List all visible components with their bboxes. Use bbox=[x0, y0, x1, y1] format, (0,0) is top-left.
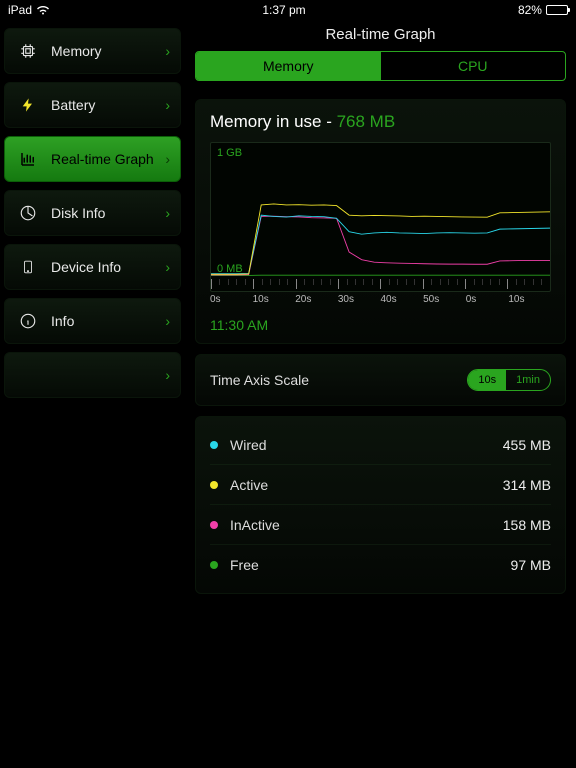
status-time: 1:37 pm bbox=[262, 3, 305, 17]
legend-dot-inactive bbox=[210, 521, 218, 529]
sidebar-item-battery[interactable]: Battery› bbox=[4, 82, 181, 128]
memory-header: Memory in use - 768 MB bbox=[196, 100, 565, 138]
memory-legend: Wired455 MBActive314 MBInActive158 MBFre… bbox=[195, 416, 566, 594]
device-label: iPad bbox=[8, 3, 32, 17]
chart-icon bbox=[17, 148, 39, 170]
legend-dot-free bbox=[210, 561, 218, 569]
battery-pct: 82% bbox=[518, 3, 542, 17]
memory-card: Memory in use - 768 MB 1 GB 0 MB 0s10s20… bbox=[195, 99, 566, 344]
chevron-right-icon: › bbox=[165, 205, 170, 221]
sidebar-item-empty[interactable]: › bbox=[4, 352, 181, 398]
legend-value: 158 MB bbox=[503, 517, 551, 533]
x-axis-ticks bbox=[211, 279, 550, 289]
sidebar-item-label: Disk Info bbox=[51, 205, 165, 221]
legend-label: Wired bbox=[230, 437, 503, 453]
legend-label: Active bbox=[230, 477, 503, 493]
wifi-icon bbox=[36, 5, 50, 15]
bolt-icon bbox=[17, 94, 39, 116]
device-icon bbox=[17, 256, 39, 278]
segmented-control: Memory CPU bbox=[195, 51, 566, 81]
memory-header-value: 768 MB bbox=[337, 112, 396, 131]
sidebar-item-disk-info[interactable]: Disk Info› bbox=[4, 190, 181, 236]
legend-row-active: Active314 MB bbox=[210, 465, 551, 505]
page-title: Real-time Graph bbox=[195, 26, 566, 43]
time-scale-card: Time Axis Scale 10s 1min bbox=[195, 354, 566, 406]
time-scale-label: Time Axis Scale bbox=[210, 372, 309, 388]
legend-row-free: Free97 MB bbox=[210, 545, 551, 585]
legend-dot-wired bbox=[210, 441, 218, 449]
sidebar-item-label: Real-time Graph bbox=[51, 151, 165, 167]
legend-dot-active bbox=[210, 481, 218, 489]
chevron-right-icon: › bbox=[165, 43, 170, 59]
sidebar-item-label: Battery bbox=[51, 97, 165, 113]
legend-label: InActive bbox=[230, 517, 503, 533]
sidebar: Memory›Battery›Real-time Graph›Disk Info… bbox=[0, 20, 185, 768]
cpu-icon bbox=[17, 40, 39, 62]
legend-row-wired: Wired455 MB bbox=[210, 425, 551, 465]
legend-row-inactive: InActive158 MB bbox=[210, 505, 551, 545]
legend-value: 455 MB bbox=[503, 437, 551, 453]
info-icon bbox=[17, 310, 39, 332]
blank-icon bbox=[17, 364, 39, 386]
sidebar-item-label: Device Info bbox=[51, 259, 165, 275]
chart-timestamp: 11:30 AM bbox=[196, 313, 565, 343]
main-panel: Real-time Graph Memory CPU Memory in use… bbox=[185, 20, 576, 768]
series-inactive bbox=[211, 216, 550, 275]
chevron-right-icon: › bbox=[165, 367, 170, 383]
memory-header-prefix: Memory in use - bbox=[210, 112, 337, 131]
scale-option-10s[interactable]: 10s bbox=[468, 370, 506, 390]
time-scale-toggle: 10s 1min bbox=[467, 369, 551, 391]
series-wired bbox=[211, 215, 550, 274]
memory-chart: 1 GB 0 MB bbox=[210, 142, 551, 292]
chevron-right-icon: › bbox=[165, 97, 170, 113]
chevron-right-icon: › bbox=[165, 259, 170, 275]
sidebar-item-label: Memory bbox=[51, 43, 165, 59]
battery-icon bbox=[546, 5, 568, 15]
disk-icon bbox=[17, 202, 39, 224]
sidebar-item-real-time-graph[interactable]: Real-time Graph› bbox=[4, 136, 181, 182]
sidebar-item-info[interactable]: Info› bbox=[4, 298, 181, 344]
scale-option-1min[interactable]: 1min bbox=[506, 370, 550, 390]
legend-label: Free bbox=[230, 557, 511, 573]
series-active bbox=[211, 204, 550, 274]
x-axis-labels: 0s10s20s30s40s50s0s10s bbox=[210, 292, 551, 305]
legend-value: 97 MB bbox=[511, 557, 551, 573]
legend-value: 314 MB bbox=[503, 477, 551, 493]
tab-memory[interactable]: Memory bbox=[196, 52, 381, 80]
sidebar-item-label: Info bbox=[51, 313, 165, 329]
chevron-right-icon: › bbox=[165, 151, 170, 167]
tab-cpu[interactable]: CPU bbox=[381, 52, 566, 80]
chevron-right-icon: › bbox=[165, 313, 170, 329]
status-bar: iPad 1:37 pm 82% bbox=[0, 0, 576, 20]
sidebar-item-memory[interactable]: Memory› bbox=[4, 28, 181, 74]
sidebar-item-device-info[interactable]: Device Info› bbox=[4, 244, 181, 290]
